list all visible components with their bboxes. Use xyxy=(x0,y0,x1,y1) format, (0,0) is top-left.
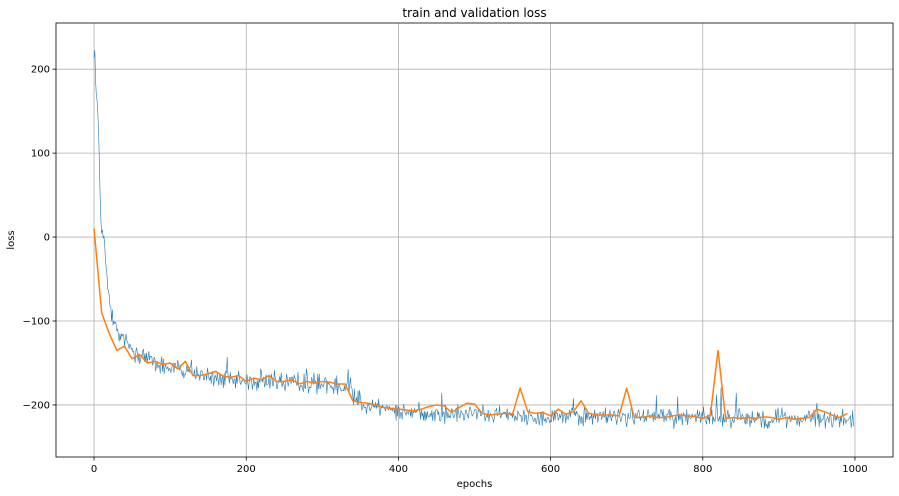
plot-frame xyxy=(55,22,894,458)
x-tick-label: 0 xyxy=(91,464,97,475)
y-tick-label: 100 xyxy=(31,149,50,160)
y-axis-label: loss xyxy=(6,230,17,249)
x-tick-label: 600 xyxy=(541,464,560,475)
y-tick-label: 200 xyxy=(31,65,50,76)
x-tick-label: 400 xyxy=(389,464,408,475)
series-lines xyxy=(93,50,855,430)
validation-line xyxy=(93,228,848,420)
chart-title: train and validation loss xyxy=(402,6,546,20)
x-tick-label: 1000 xyxy=(842,464,867,475)
grid xyxy=(56,23,893,457)
x-tick-label: 200 xyxy=(237,464,256,475)
train-line xyxy=(93,50,855,430)
y-tick-label: −200 xyxy=(23,400,50,411)
axes: 0 200 400 600 800 1000 −200 −100 0 100 200 xyxy=(23,22,894,475)
y-tick-label: 0 xyxy=(44,233,50,244)
y-tick-label: −100 xyxy=(23,317,50,328)
x-axis-label: epochs xyxy=(457,479,493,490)
x-tick-label: 800 xyxy=(693,464,712,475)
